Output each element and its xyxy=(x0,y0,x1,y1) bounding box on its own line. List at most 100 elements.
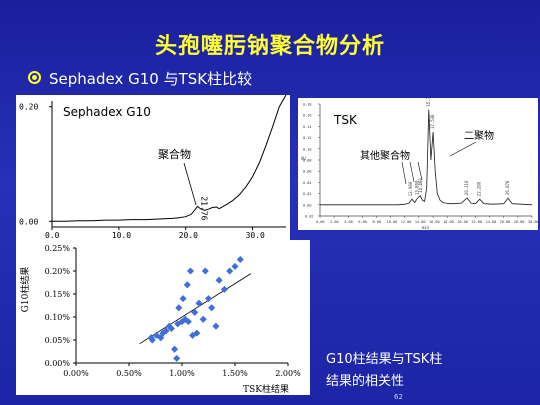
scatter-point xyxy=(184,318,192,326)
correlation-scatter-chart: 0.00% 0.05% 0.10% 0.15% 0.20% 0.25% 0.00% 0.50%… xyxy=(19,244,301,395)
tsk-x-tick-label: 24.00 xyxy=(486,220,497,224)
tsk-series-line xyxy=(320,109,533,206)
tsk-x-tick-label: 6.00 xyxy=(358,220,366,224)
g10-polymer-annotation: 聚合物 xyxy=(158,147,191,161)
tsk-y-unit: AU xyxy=(301,156,306,161)
scatter-x-tick-label: 0.50% xyxy=(116,369,142,378)
scatter-y-tick-label: 0.10% xyxy=(45,313,71,322)
scatter-point xyxy=(148,336,156,344)
g10-x-tick-label: 30.0 xyxy=(246,231,265,240)
scatter-point xyxy=(199,315,207,323)
scatter-point xyxy=(201,267,209,275)
tsk-peak-label: 22.280 xyxy=(477,181,482,196)
tsk-polymer-arrow-1 xyxy=(401,161,407,185)
g10-x-tick-label: 20.0 xyxy=(179,231,198,240)
g10-x-tick-label: 10.0 xyxy=(112,231,131,240)
tsk-polymer-arrow-2 xyxy=(409,161,415,183)
scatter-point xyxy=(175,304,183,312)
scatter-point xyxy=(171,345,179,353)
scatter-point xyxy=(215,276,223,284)
tsk-x-tick-label: 10.00 xyxy=(387,220,398,224)
scatter-point xyxy=(186,267,195,275)
scatter-y-tick-label: 0.25% xyxy=(45,244,71,253)
scatter-point xyxy=(191,308,199,316)
bullet-icon xyxy=(28,71,41,84)
tsk-dimer-annotation: 二聚物 xyxy=(464,129,494,142)
scatter-point xyxy=(231,262,239,270)
scatter-x-tick-label: 1.50% xyxy=(222,369,248,378)
tsk-dimer-arrow xyxy=(449,141,477,157)
tsk-y-tick-label: 0.18 xyxy=(303,103,311,107)
tsk-chart-label: TSK xyxy=(333,113,358,127)
scatter-y-tick-label: 0.00% xyxy=(45,359,71,368)
tsk-x-tick-label: 4.00 xyxy=(344,220,352,224)
tsk-x-tick-label: 22.00 xyxy=(471,220,482,224)
g10-chart-panel: 0.00 0.20 0.0 10.0 20.0 30.0 Sephadex G10 聚合物 21… xyxy=(16,95,290,240)
tsk-peak-label: 14.400 xyxy=(418,178,423,193)
tsk-chart: -0.020.00 0.02 0.04 0.06 0.08 0.10 0.12 0.14 0.1… xyxy=(301,98,538,230)
scatter-point xyxy=(226,267,234,275)
tsk-y-tick-label: 0.10 xyxy=(303,147,311,151)
tsk-x-tick-label: 18.00 xyxy=(443,220,454,224)
caption-line-1: G10柱结果与TSK柱 xyxy=(326,352,443,367)
tsk-y-tick-label: 0.14 xyxy=(303,125,311,129)
tsk-y-tick-label: -0.02 xyxy=(303,215,314,219)
scatter-point xyxy=(212,322,220,330)
scatter-point xyxy=(179,295,187,303)
g10-chart: 0.00 0.20 0.0 10.0 20.0 30.0 Sephadex G10 聚合物 21… xyxy=(19,95,287,240)
tsk-y-tick-label: 0.12 xyxy=(303,136,311,140)
scatter-point xyxy=(167,324,175,333)
tsk-x-unit: min xyxy=(422,225,430,230)
tsk-x-tick-label: 8.00 xyxy=(373,220,381,224)
caption-line-2: 结果的相关性 xyxy=(326,374,405,389)
scatter-y-tick-label: 0.05% xyxy=(45,336,71,345)
tsk-x-tick-label: 30.00 xyxy=(528,220,538,224)
scatter-point xyxy=(236,255,244,264)
correlation-chart-panel: 0.00% 0.05% 0.10% 0.15% 0.20% 0.25% 0.00% 0.50%… xyxy=(16,240,310,395)
tsk-x-tick-label: 26.00 xyxy=(500,220,511,224)
tsk-y-tick-label: 0.06 xyxy=(303,170,311,174)
tsk-x-tick-label: 2.00 xyxy=(330,220,338,224)
scatter-point xyxy=(183,281,191,289)
tsk-peak-label: 17.538 xyxy=(430,114,435,129)
tsk-x-tick-label: 14.00 xyxy=(415,220,426,224)
scatter-y-tick-label: 0.20% xyxy=(45,267,71,276)
scatter-x-label: TSK柱结果 xyxy=(243,383,289,395)
tsk-other-polymers-annotation: 其他聚合物 xyxy=(360,149,410,162)
tsk-x-tick-label: 0.00 xyxy=(316,220,324,224)
correlation-caption: G10柱结果与TSK柱 结果的相关性 xyxy=(326,349,442,393)
g10-x-tick-label: 0.0 xyxy=(45,231,60,240)
scatter-y-tick-label: 0.15% xyxy=(45,290,71,299)
slide-title: 头孢噻肟钠聚合物分析 xyxy=(154,34,385,59)
g10-y-tick-label: 0.20 xyxy=(19,103,38,112)
tsk-peak-label: 13.800 xyxy=(415,180,420,195)
scatter-x-tick-label: 1.00% xyxy=(169,369,195,378)
scatter-point xyxy=(220,285,228,293)
tsk-polymer-arrow-3 xyxy=(417,161,423,181)
tsk-chart-panel: -0.02 0.00 0.02 0.04 0.06 0.08 0.10 0.12 0.14 0.1… xyxy=(298,98,538,230)
scatter-point xyxy=(162,327,170,335)
tsk-y-tick-label: 0.16 xyxy=(303,114,311,118)
scatter-x-tick-label: 0.00% xyxy=(63,369,89,378)
tsk-peak-label: 12.980 xyxy=(408,181,413,196)
scatter-trendline xyxy=(139,273,252,345)
g10-y-tick-label: 0.00 xyxy=(19,217,38,226)
tsk-x-tick-label: 28.00 xyxy=(514,220,525,224)
tsk-x-tick-label: 16.00 xyxy=(429,220,440,224)
tsk-x-tick-label: 20.00 xyxy=(457,220,468,224)
g10-chart-label: Sephadex G10 xyxy=(63,105,151,119)
scatter-x-tick-label: 2.00% xyxy=(275,369,301,378)
scatter-point xyxy=(173,354,181,362)
scatter-point xyxy=(204,295,213,303)
scatter-point xyxy=(195,299,203,307)
tsk-y-tick-label: 0.08 xyxy=(303,159,311,163)
scatter-point xyxy=(208,304,216,312)
tsk-y-tick-label: 0.04 xyxy=(303,181,311,185)
tsk-y-tick-label: 0.02 xyxy=(303,192,311,196)
g10-peak-label: 21.76 xyxy=(199,196,208,220)
tsk-peak-label: 15.386 xyxy=(426,98,431,107)
scatter-y-label: G10柱结果 xyxy=(19,267,31,313)
slide-subtitle-row: Sephadex G10 与TSK柱比较 xyxy=(28,68,252,89)
page-number: 62 xyxy=(394,393,403,401)
g10-series-line xyxy=(52,95,287,222)
